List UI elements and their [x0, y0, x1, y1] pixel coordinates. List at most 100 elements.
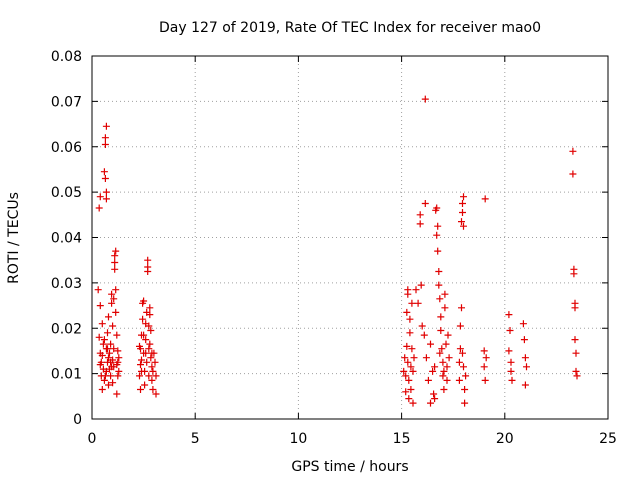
data-point: [95, 204, 103, 212]
data-point: [96, 302, 104, 310]
y-tick-label: 0.03: [51, 276, 82, 292]
data-point: [438, 345, 446, 353]
data-point: [427, 340, 434, 348]
data-point: [149, 367, 157, 375]
data-point: [445, 354, 453, 362]
data-point: [137, 361, 144, 369]
data-point: [520, 336, 528, 344]
data-point: [421, 95, 429, 103]
data-point: [521, 354, 529, 362]
data-point: [144, 256, 152, 264]
data-point: [146, 340, 154, 348]
data-point: [507, 367, 515, 375]
data-point: [433, 204, 441, 212]
data-point: [437, 313, 445, 321]
data-point: [408, 299, 416, 307]
data-point: [407, 363, 415, 371]
data-point: [481, 376, 489, 384]
data-point: [439, 372, 447, 380]
data-point: [114, 347, 122, 355]
data-point: [482, 354, 490, 362]
data-point: [113, 390, 121, 398]
data-point: [142, 336, 150, 344]
data-point: [114, 372, 122, 380]
grid-lines: [92, 56, 608, 419]
data-point: [112, 286, 120, 294]
data-point: [146, 304, 154, 312]
data-point: [403, 342, 411, 350]
data-point: [431, 395, 439, 403]
data-point: [569, 147, 577, 155]
data-point: [481, 195, 489, 203]
data-point: [433, 231, 441, 239]
data-point: [461, 399, 469, 407]
data-point: [430, 390, 438, 398]
data-point: [521, 381, 529, 389]
data-point: [480, 363, 488, 371]
data-point: [104, 345, 111, 353]
data-point: [569, 170, 577, 178]
data-point: [138, 356, 145, 364]
plot-frame: [91, 55, 609, 420]
data-point: [137, 386, 144, 393]
data-point: [523, 363, 530, 371]
data-point: [402, 388, 410, 396]
y-tick-label: 0.07: [51, 94, 82, 110]
data-point: [409, 399, 417, 407]
x-tick-label: 20: [496, 431, 514, 447]
data-point: [570, 270, 578, 278]
data-point: [440, 367, 448, 375]
data-point: [146, 311, 154, 319]
data-point: [405, 376, 413, 384]
data-point: [573, 372, 581, 380]
data-point: [96, 349, 104, 357]
y-axis-label: ROTI / TECUs: [6, 192, 22, 284]
y-tick-label: 0.08: [51, 49, 82, 65]
y-tick-label: 0: [73, 412, 82, 428]
data-point: [407, 386, 415, 393]
data-point: [404, 358, 412, 366]
data-point: [442, 340, 450, 348]
data-point: [140, 331, 148, 339]
data-point: [431, 363, 439, 371]
data-point: [406, 315, 414, 323]
data-point: [109, 379, 117, 387]
x-tick-label: 15: [393, 431, 411, 447]
data-point: [439, 358, 447, 366]
y-tick-label: 0.04: [51, 231, 82, 247]
data-point: [416, 211, 424, 219]
data-point: [105, 313, 112, 321]
data-point: [519, 320, 527, 328]
data-point: [456, 345, 464, 353]
data-point: [144, 268, 152, 275]
data-point: [111, 259, 119, 266]
data-point: [460, 363, 467, 371]
data-point: [104, 329, 111, 337]
data-point: [115, 354, 123, 362]
data-point: [401, 354, 409, 362]
data-point: [112, 308, 120, 316]
data-point: [114, 358, 122, 366]
data-point: [480, 347, 488, 355]
data-point: [435, 268, 443, 275]
data-point: [147, 354, 155, 362]
data-point: [140, 297, 148, 305]
data-point: [424, 376, 432, 384]
data-point: [572, 349, 580, 357]
data-point: [101, 372, 109, 380]
data-point: [443, 376, 451, 384]
data-point: [461, 386, 469, 393]
data-point: [148, 349, 156, 357]
data-point: [420, 331, 428, 339]
data-point: [435, 281, 443, 289]
data-point: [404, 286, 412, 294]
x-tick-label: 0: [88, 431, 97, 447]
data-point: [403, 308, 411, 316]
data-point: [427, 399, 434, 407]
data-point: [572, 367, 580, 375]
data-point: [406, 329, 414, 337]
data-point: [455, 358, 463, 366]
data-point: [458, 218, 465, 226]
data-point: [571, 304, 579, 312]
data-point: [147, 327, 155, 334]
